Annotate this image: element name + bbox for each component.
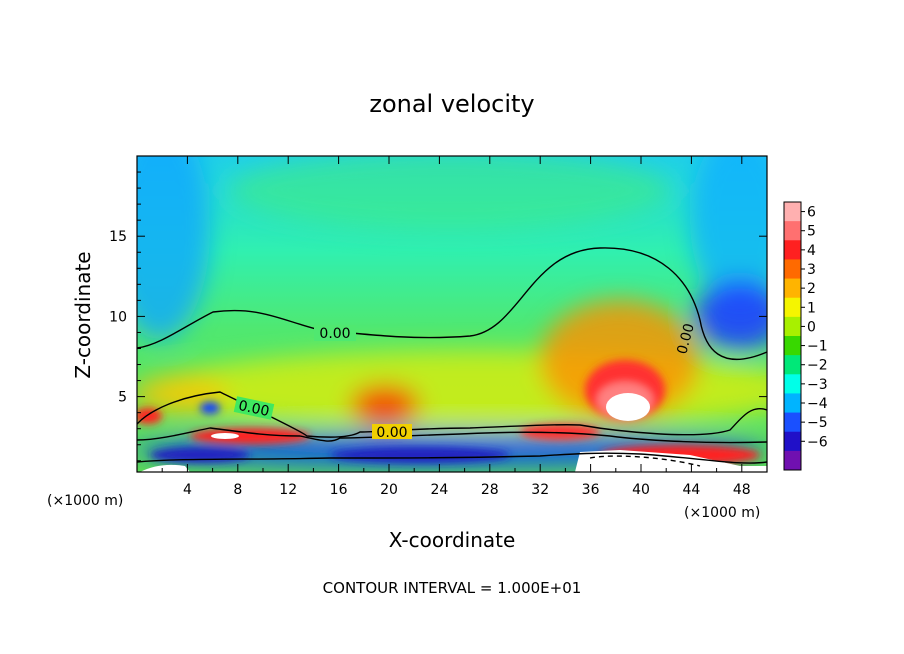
colorbar-label: 4 <box>807 243 816 259</box>
x-tick-label: 4 <box>183 482 192 498</box>
colorbar-label: −6 <box>807 434 828 450</box>
x-tick-label: 24 <box>430 482 448 498</box>
colorbar-swatch <box>784 412 801 433</box>
colorbar-label: −3 <box>807 377 828 393</box>
colorbar-frame <box>783 201 802 471</box>
contour-label-group: 0.00 0.00 0.00 0.00 <box>233 322 698 441</box>
colorbar-swatch <box>784 393 801 414</box>
x-tick-label: 36 <box>582 482 600 498</box>
colorbar-label: 1 <box>807 300 816 316</box>
colorbar-swatch <box>784 202 801 222</box>
contour-interval-note: CONTOUR INTERVAL = 1.000E+01 <box>323 579 582 597</box>
colorbar-label: 6 <box>807 205 816 221</box>
colorbar: 6 5 4 3 2 1 0 −1 −2 −3 −4 −5 −6 <box>783 201 828 471</box>
x-tick-label: 28 <box>481 482 499 498</box>
colorbar-swatch <box>784 431 801 452</box>
colorbar-swatch <box>784 316 801 337</box>
zero-contours <box>137 247 767 467</box>
y-tick-label: 15 <box>109 229 127 245</box>
colorbar-label: −5 <box>807 415 828 431</box>
colorbar-swatch <box>784 278 801 299</box>
y-tick-label: 10 <box>109 309 127 325</box>
x-tick-label: 40 <box>632 482 650 498</box>
plot-frame <box>136 155 768 473</box>
contour-label-4: 0.00 <box>674 322 698 356</box>
colorbar-swatch <box>784 336 801 356</box>
heatmap-field <box>137 156 767 472</box>
colorbar-swatch <box>784 240 801 260</box>
y-tick-label: 5 <box>118 390 127 406</box>
contour-label-2: 0.00 <box>237 398 271 420</box>
x-unit-left: (×1000 m) <box>47 493 123 509</box>
y-axis-label: Z-coordinate <box>71 251 95 378</box>
contour-label-3: 0.00 <box>376 425 407 441</box>
colorbar-label: 5 <box>807 224 816 240</box>
colorbar-swatch <box>784 297 801 318</box>
x-tick-label: 48 <box>733 482 751 498</box>
colorbar-swatch <box>784 450 801 471</box>
colorbar-label: 3 <box>807 262 816 278</box>
colorbar-swatch <box>784 259 801 280</box>
chart-title: zonal velocity <box>369 90 534 118</box>
x-tick-label: 20 <box>380 482 398 498</box>
colorbar-label: −2 <box>807 358 828 374</box>
colorbar-label: 2 <box>807 281 816 297</box>
colorbar-label: −4 <box>807 396 828 412</box>
colorbar-label: −1 <box>807 339 828 355</box>
x-axis-label: X-coordinate <box>389 528 516 552</box>
colorbar-swatch <box>784 355 801 375</box>
contour-label-1: 0.00 <box>319 326 350 342</box>
y-axis: 5 10 15 <box>109 171 767 462</box>
x-unit-right: (×1000 m) <box>684 505 760 521</box>
x-tick-label: 32 <box>531 482 549 498</box>
x-axis: 4 8 12 16 20 24 28 32 36 40 44 48 <box>161 156 751 498</box>
x-tick-label: 12 <box>279 482 297 498</box>
x-tick-label: 44 <box>682 482 700 498</box>
colorbar-label: 0 <box>807 319 816 335</box>
colorbar-swatch <box>784 374 801 394</box>
x-tick-label: 16 <box>330 482 348 498</box>
x-tick-label: 8 <box>233 482 242 498</box>
colorbar-swatch <box>784 221 801 241</box>
